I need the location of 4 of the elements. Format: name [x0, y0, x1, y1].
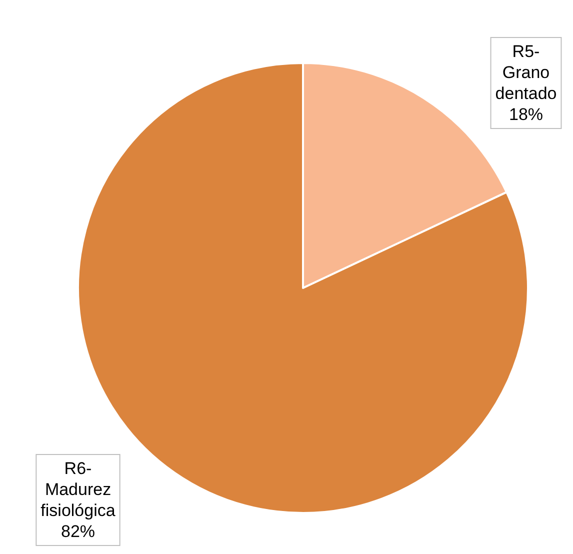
- data-label: 82%: [60, 522, 96, 541]
- slice-label: R5- Grano dentado: [495, 42, 557, 103]
- slice-label: R6- Madurez fisiológica: [40, 459, 116, 520]
- data-label: 18%: [508, 105, 544, 124]
